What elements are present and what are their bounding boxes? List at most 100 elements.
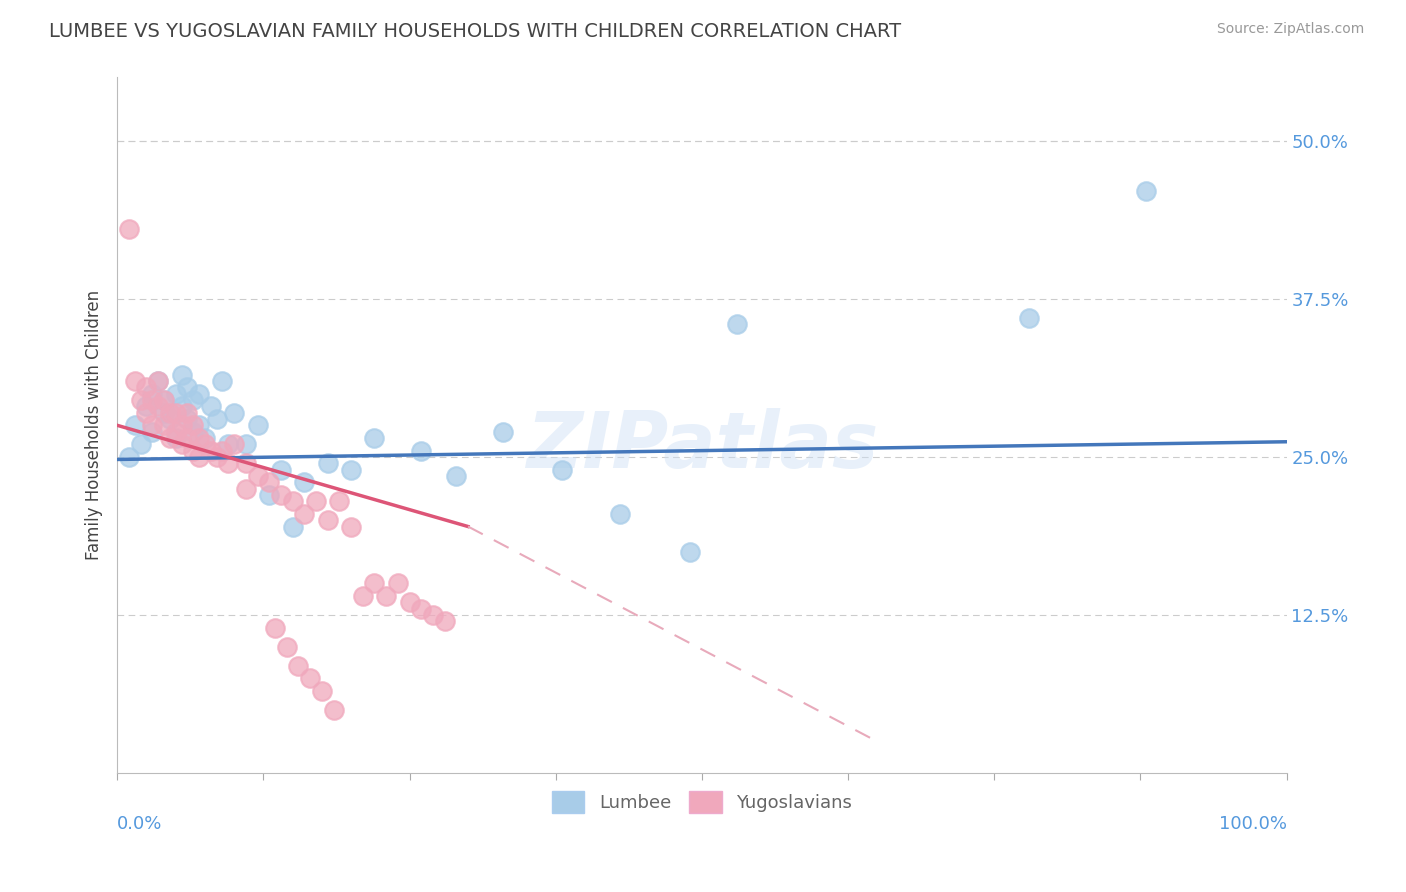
Point <box>550 462 572 476</box>
Point <box>165 386 187 401</box>
Point <box>235 456 257 470</box>
Point <box>411 601 433 615</box>
Point <box>194 431 217 445</box>
Point <box>679 545 702 559</box>
Point <box>135 400 157 414</box>
Point <box>135 406 157 420</box>
Point <box>159 412 181 426</box>
Point <box>363 576 385 591</box>
Point <box>146 374 169 388</box>
Text: 0.0%: 0.0% <box>117 815 163 833</box>
Point <box>257 488 280 502</box>
Point <box>340 462 363 476</box>
Point <box>165 431 187 445</box>
Point <box>146 400 169 414</box>
Point <box>176 380 198 394</box>
Point <box>281 519 304 533</box>
Point <box>422 608 444 623</box>
Point <box>141 425 163 439</box>
Point <box>352 589 374 603</box>
Point <box>292 507 315 521</box>
Point <box>205 450 228 464</box>
Point <box>153 392 176 407</box>
Point <box>287 658 309 673</box>
Point <box>217 456 239 470</box>
Point <box>188 386 211 401</box>
Point <box>224 437 246 451</box>
Point <box>211 374 233 388</box>
Point <box>170 418 193 433</box>
Point <box>141 386 163 401</box>
Point <box>170 400 193 414</box>
Point <box>188 418 211 433</box>
Point <box>1135 184 1157 198</box>
Point <box>375 589 398 603</box>
Point <box>118 450 141 464</box>
Point <box>181 418 204 433</box>
Point <box>118 222 141 236</box>
Point <box>299 671 322 685</box>
Point <box>200 443 222 458</box>
Point <box>146 374 169 388</box>
Point <box>181 425 204 439</box>
Point <box>305 494 328 508</box>
Point <box>211 443 233 458</box>
Point <box>411 443 433 458</box>
Point <box>170 437 193 451</box>
Text: ZIPatlas: ZIPatlas <box>526 409 877 484</box>
Point <box>124 418 146 433</box>
Point <box>135 380 157 394</box>
Point <box>609 507 631 521</box>
Point <box>292 475 315 490</box>
Y-axis label: Family Households with Children: Family Households with Children <box>86 290 103 560</box>
Legend: Lumbee, Yugoslavians: Lumbee, Yugoslavians <box>544 783 859 820</box>
Point <box>217 437 239 451</box>
Point <box>276 640 298 654</box>
Point <box>224 406 246 420</box>
Point <box>363 431 385 445</box>
Point <box>176 406 198 420</box>
Point <box>1018 310 1040 325</box>
Point <box>176 412 198 426</box>
Text: Source: ZipAtlas.com: Source: ZipAtlas.com <box>1216 22 1364 37</box>
Point <box>159 431 181 445</box>
Point <box>246 469 269 483</box>
Text: 100.0%: 100.0% <box>1219 815 1286 833</box>
Point <box>725 317 748 331</box>
Point <box>205 412 228 426</box>
Point <box>316 456 339 470</box>
Point <box>141 418 163 433</box>
Point <box>246 418 269 433</box>
Text: LUMBEE VS YUGOSLAVIAN FAMILY HOUSEHOLDS WITH CHILDREN CORRELATION CHART: LUMBEE VS YUGOSLAVIAN FAMILY HOUSEHOLDS … <box>49 22 901 41</box>
Point <box>398 595 420 609</box>
Point <box>170 368 193 382</box>
Point <box>257 475 280 490</box>
Point <box>194 437 217 451</box>
Point <box>433 615 456 629</box>
Point <box>129 437 152 451</box>
Point <box>124 374 146 388</box>
Point <box>235 437 257 451</box>
Point <box>153 392 176 407</box>
Point <box>188 431 211 445</box>
Point <box>492 425 515 439</box>
Point <box>188 450 211 464</box>
Point <box>340 519 363 533</box>
Point <box>311 684 333 698</box>
Point <box>159 406 181 420</box>
Point <box>181 392 204 407</box>
Point <box>165 425 187 439</box>
Point <box>129 392 152 407</box>
Point <box>200 400 222 414</box>
Point <box>176 431 198 445</box>
Point <box>281 494 304 508</box>
Point <box>235 482 257 496</box>
Point <box>270 488 292 502</box>
Point <box>153 418 176 433</box>
Point <box>153 406 176 420</box>
Point <box>446 469 468 483</box>
Point <box>322 703 344 717</box>
Point <box>328 494 350 508</box>
Point <box>270 462 292 476</box>
Point <box>387 576 409 591</box>
